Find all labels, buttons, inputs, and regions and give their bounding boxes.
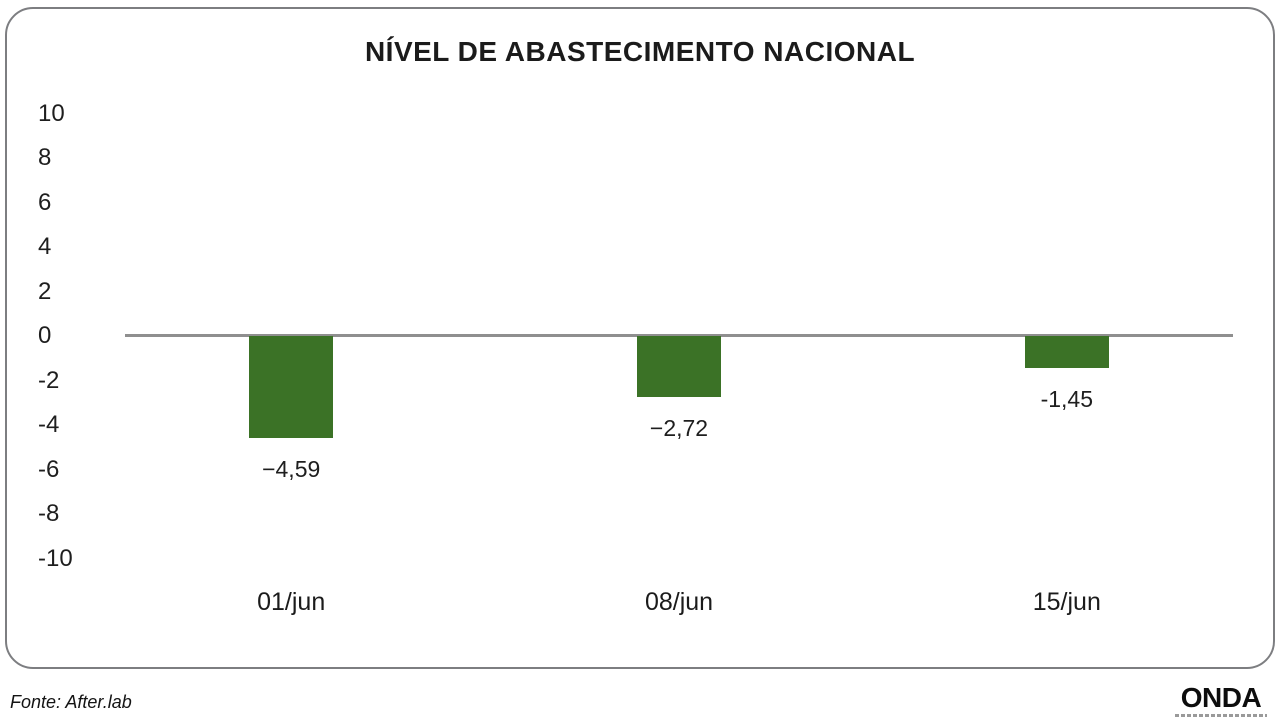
bar-value-label: −4,59 (262, 456, 321, 483)
y-tick-label: 8 (38, 144, 52, 171)
y-tick-label: 6 (38, 188, 52, 216)
y-tick-label: 0 (38, 322, 52, 349)
onda-wordmark: ONDA (1180, 682, 1262, 713)
onda-tagline-microtext (1175, 714, 1267, 717)
x-category-label: 15/jun (1032, 588, 1101, 616)
y-tick-label: -6 (38, 455, 60, 483)
source-note: Fonte: After.lab (10, 692, 132, 712)
y-tick-label: 4 (38, 233, 52, 260)
y-tick-label: -2 (38, 366, 60, 394)
x-category-label: 08/jun (644, 588, 714, 616)
bar-value-label: -1,45 (1040, 386, 1094, 413)
y-tick-label: -10 (38, 544, 73, 572)
y-tick-label: -4 (38, 411, 60, 438)
y-tick-label: 10 (38, 99, 65, 127)
onda-logo: ONDA (1166, 684, 1276, 717)
bar (637, 336, 721, 397)
bar (1024, 336, 1109, 369)
zero-axis-line (125, 334, 1233, 337)
bar-value-label: −2,72 (649, 414, 709, 441)
y-tick-label: 2 (38, 277, 52, 305)
x-category-label: 01/jun (257, 588, 326, 616)
chart-title: NÍVEL DE ABASTECIMENTO NACIONAL (364, 36, 916, 67)
y-tick-label: -8 (38, 500, 60, 527)
bar (249, 336, 334, 439)
